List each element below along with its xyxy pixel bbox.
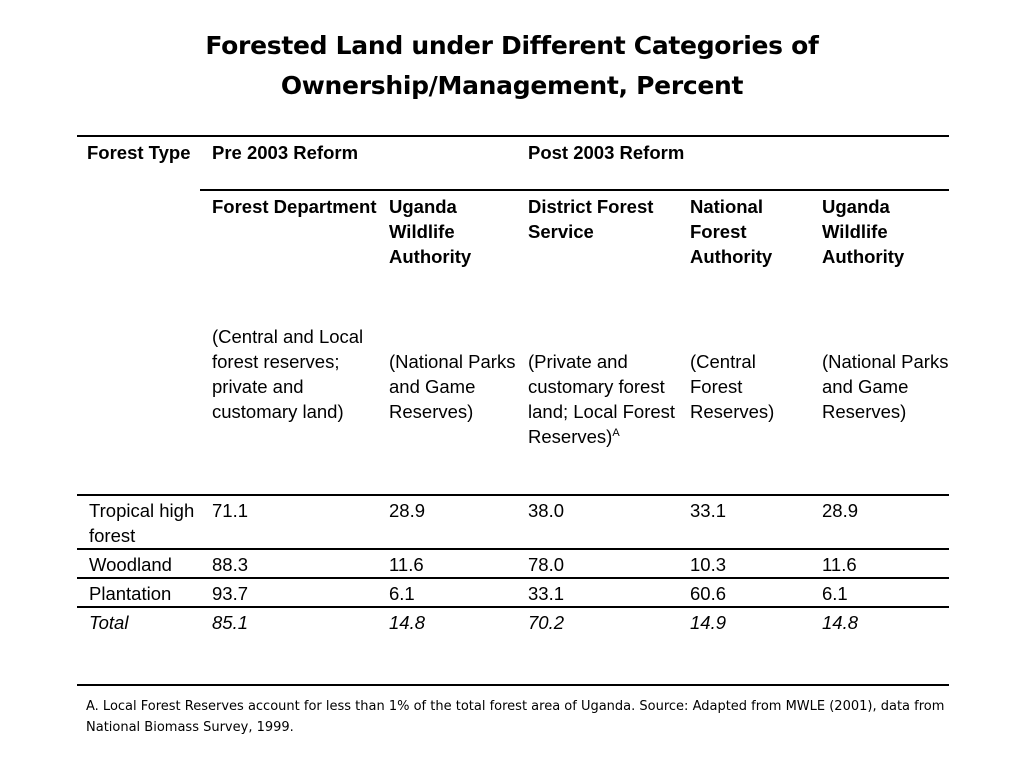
- row-label: Tropical high forest: [77, 494, 200, 550]
- footnote-marker: A: [612, 427, 620, 439]
- table-cell: 71.1: [200, 494, 377, 550]
- table-cell: 93.7: [200, 578, 377, 608]
- footnote: A. Local Forest Reserves account for les…: [86, 699, 945, 735]
- table-row: Woodland 88.3 11.6 78.0 10.3 11.6: [77, 549, 950, 579]
- column-header: National Forest Authority (Central Fores…: [678, 190, 810, 495]
- table-row: Tropical high forest 71.1 28.9 38.0 33.1…: [77, 494, 950, 550]
- column-description: (Central and Local forest reserves; priv…: [212, 326, 364, 422]
- column-description: (National Parks and Game Reserves): [822, 351, 949, 422]
- post-2003-reform-header: Post 2003 Reform: [516, 135, 950, 191]
- slide-title: Forested Land under Different Categories…: [0, 26, 1024, 106]
- table-cell: 14.9: [678, 607, 810, 686]
- column-description: (Central Forest Reserves): [690, 351, 775, 422]
- row-label: Plantation: [77, 578, 200, 608]
- table-cell: 85.1: [200, 607, 377, 686]
- table-row: Plantation 93.7 6.1 33.1 60.6 6.1: [77, 578, 950, 608]
- table-cell: 38.0: [516, 494, 678, 550]
- pre-2003-reform-header: Pre 2003 Reform: [200, 135, 516, 191]
- table-cell: 14.8: [377, 607, 516, 686]
- forest-type-header: Forest Type: [77, 135, 200, 495]
- table-cell: 6.1: [810, 578, 950, 608]
- table-cell: 28.9: [377, 494, 516, 550]
- slide-title-line-2: Ownership/Management, Percent: [280, 71, 744, 100]
- table-cell: 28.9: [810, 494, 950, 550]
- table-cell: 10.3: [678, 549, 810, 579]
- table-cell: 33.1: [516, 578, 678, 608]
- table-cell: 6.1: [377, 578, 516, 608]
- column-heading: Uganda Wildlife Authority: [822, 196, 905, 267]
- table-row-total: Total 85.1 14.8 70.2 14.9 14.8: [77, 607, 950, 686]
- column-header: District Forest Service (Private and cus…: [516, 190, 678, 495]
- table-cell: 70.2: [516, 607, 678, 686]
- row-label: Total: [77, 607, 200, 686]
- column-heading: Forest Department: [212, 196, 377, 217]
- row-label: Woodland: [77, 549, 200, 579]
- table-cell: 14.8: [810, 607, 950, 686]
- slide-title-line-1: Forested Land under Different Categories…: [205, 31, 819, 60]
- column-description: (Private and customary forest land; Loca…: [528, 349, 678, 449]
- table-cell: 33.1: [678, 494, 810, 550]
- column-description-text: (Private and customary forest land; Loca…: [528, 351, 676, 447]
- column-heading: District Forest Service: [528, 196, 654, 242]
- table-cell: 88.3: [200, 549, 377, 579]
- column-description: (National Parks and Game Reserves): [389, 351, 516, 422]
- table-cell: 60.6: [678, 578, 810, 608]
- column-heading: Uganda Wildlife Authority: [389, 196, 472, 267]
- table-group-header-row: Forest Type Pre 2003 Reform Post 2003 Re…: [77, 135, 950, 495]
- table-column-header-row: Forest Department (Central and Local for…: [77, 190, 949, 495]
- table-cell: 11.6: [377, 549, 516, 579]
- column-header: Uganda Wildlife Authority (National Park…: [810, 190, 949, 495]
- column-header: Forest Department (Central and Local for…: [200, 190, 377, 495]
- forest-ownership-table: Forest Type Pre 2003 Reform Post 2003 Re…: [77, 135, 950, 686]
- table-cell: 78.0: [516, 549, 678, 579]
- table-cell: 11.6: [810, 549, 950, 579]
- column-heading: National Forest Authority: [690, 196, 773, 267]
- column-header: Uganda Wildlife Authority (National Park…: [377, 190, 516, 495]
